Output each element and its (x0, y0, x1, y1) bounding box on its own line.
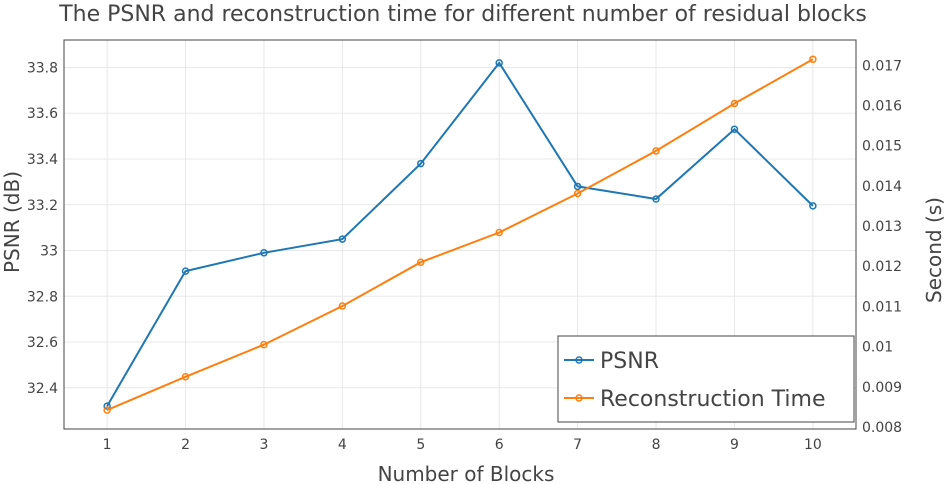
chart-title: The PSNR and reconstruction time for dif… (58, 2, 867, 27)
psnr-point (809, 202, 817, 210)
y-tick-label: 32.8 (27, 289, 58, 305)
y2-tick-label: 0.016 (862, 99, 902, 115)
psnr-point (495, 59, 503, 67)
reconstruction-time-point (103, 406, 111, 414)
y2-tick-label: 0.012 (862, 259, 902, 275)
reconstruction-time-point (338, 302, 347, 310)
y2-tick-label: 0.017 (862, 58, 902, 74)
reconstruction-time-point (652, 147, 660, 155)
x-tick-label: 7 (573, 437, 582, 453)
y-tick-label: 33.6 (27, 106, 58, 122)
plot-frame (63, 39, 857, 430)
x-tick-label: 10 (804, 437, 822, 453)
y-tick-label: 32.6 (27, 335, 58, 351)
reconstruction-time-point (809, 55, 817, 64)
y-tick-label: 32.4 (27, 381, 58, 397)
y2-tick-label: 0.011 (862, 299, 902, 315)
y2-tick-label: 0.014 (862, 179, 902, 195)
psnr-point (652, 195, 660, 203)
x-axis-title: Number of Blocks (378, 462, 555, 484)
reconstruction-time-point (730, 99, 739, 108)
psnr-point (181, 267, 190, 275)
x-tick-label: 1 (103, 437, 112, 453)
y2-tick-label: 0.009 (862, 380, 902, 396)
legend-marker-psnr (575, 356, 583, 364)
x-tick-label: 4 (338, 437, 347, 453)
tick-labels: 1 2 3 4 5 6 7 8 9 10 32.4 32.6 32.8 33 33.2 33.4 33.6 33.… (27, 58, 902, 453)
reconstruction-time-point (573, 189, 582, 198)
series-layer (103, 55, 817, 414)
y2-axis-title: Second (s) (922, 197, 946, 303)
y-tick-label: 33.4 (27, 152, 58, 168)
legend-marker-reconstruction-time (575, 394, 583, 402)
x-tick-label: 5 (416, 437, 425, 453)
reconstruction-time-point (260, 340, 268, 349)
x-tick-label: 9 (730, 437, 739, 453)
y2-tick-label: 0.01 (862, 340, 893, 356)
reconstruction-time-point (495, 228, 503, 237)
y-tick-label: 33.2 (27, 198, 58, 214)
y-tick-label: 33 (40, 244, 58, 260)
psnr-point (417, 159, 425, 168)
reconstruction-time-line (106, 58, 814, 412)
y2-tick-label: 0.015 (862, 139, 902, 155)
reconstruction-time-point (417, 258, 425, 266)
psnr-point (573, 182, 582, 191)
legend: PSNR Reconstruction Time (557, 335, 855, 423)
psnr-point (730, 125, 739, 133)
y-tick-label: 33.8 (27, 60, 58, 76)
legend-label-psnr: PSNR (600, 349, 659, 374)
psnr-line (106, 61, 814, 407)
legend-label-reconstruction-time: Reconstruction Time (600, 387, 825, 412)
x-tick-label: 6 (495, 437, 504, 453)
x-tick-label: 8 (652, 437, 661, 453)
psnr-point (338, 235, 347, 243)
y2-tick-label: 0.008 (862, 420, 902, 436)
y2-tick-label: 0.013 (862, 219, 902, 235)
legend-box (557, 335, 855, 423)
y-axis-title: PSNR (dB) (0, 171, 24, 273)
x-tick-label: 3 (259, 437, 268, 453)
psnr-point (260, 249, 268, 257)
reconstruction-time-point (181, 373, 190, 381)
x-tick-label: 2 (181, 437, 190, 453)
